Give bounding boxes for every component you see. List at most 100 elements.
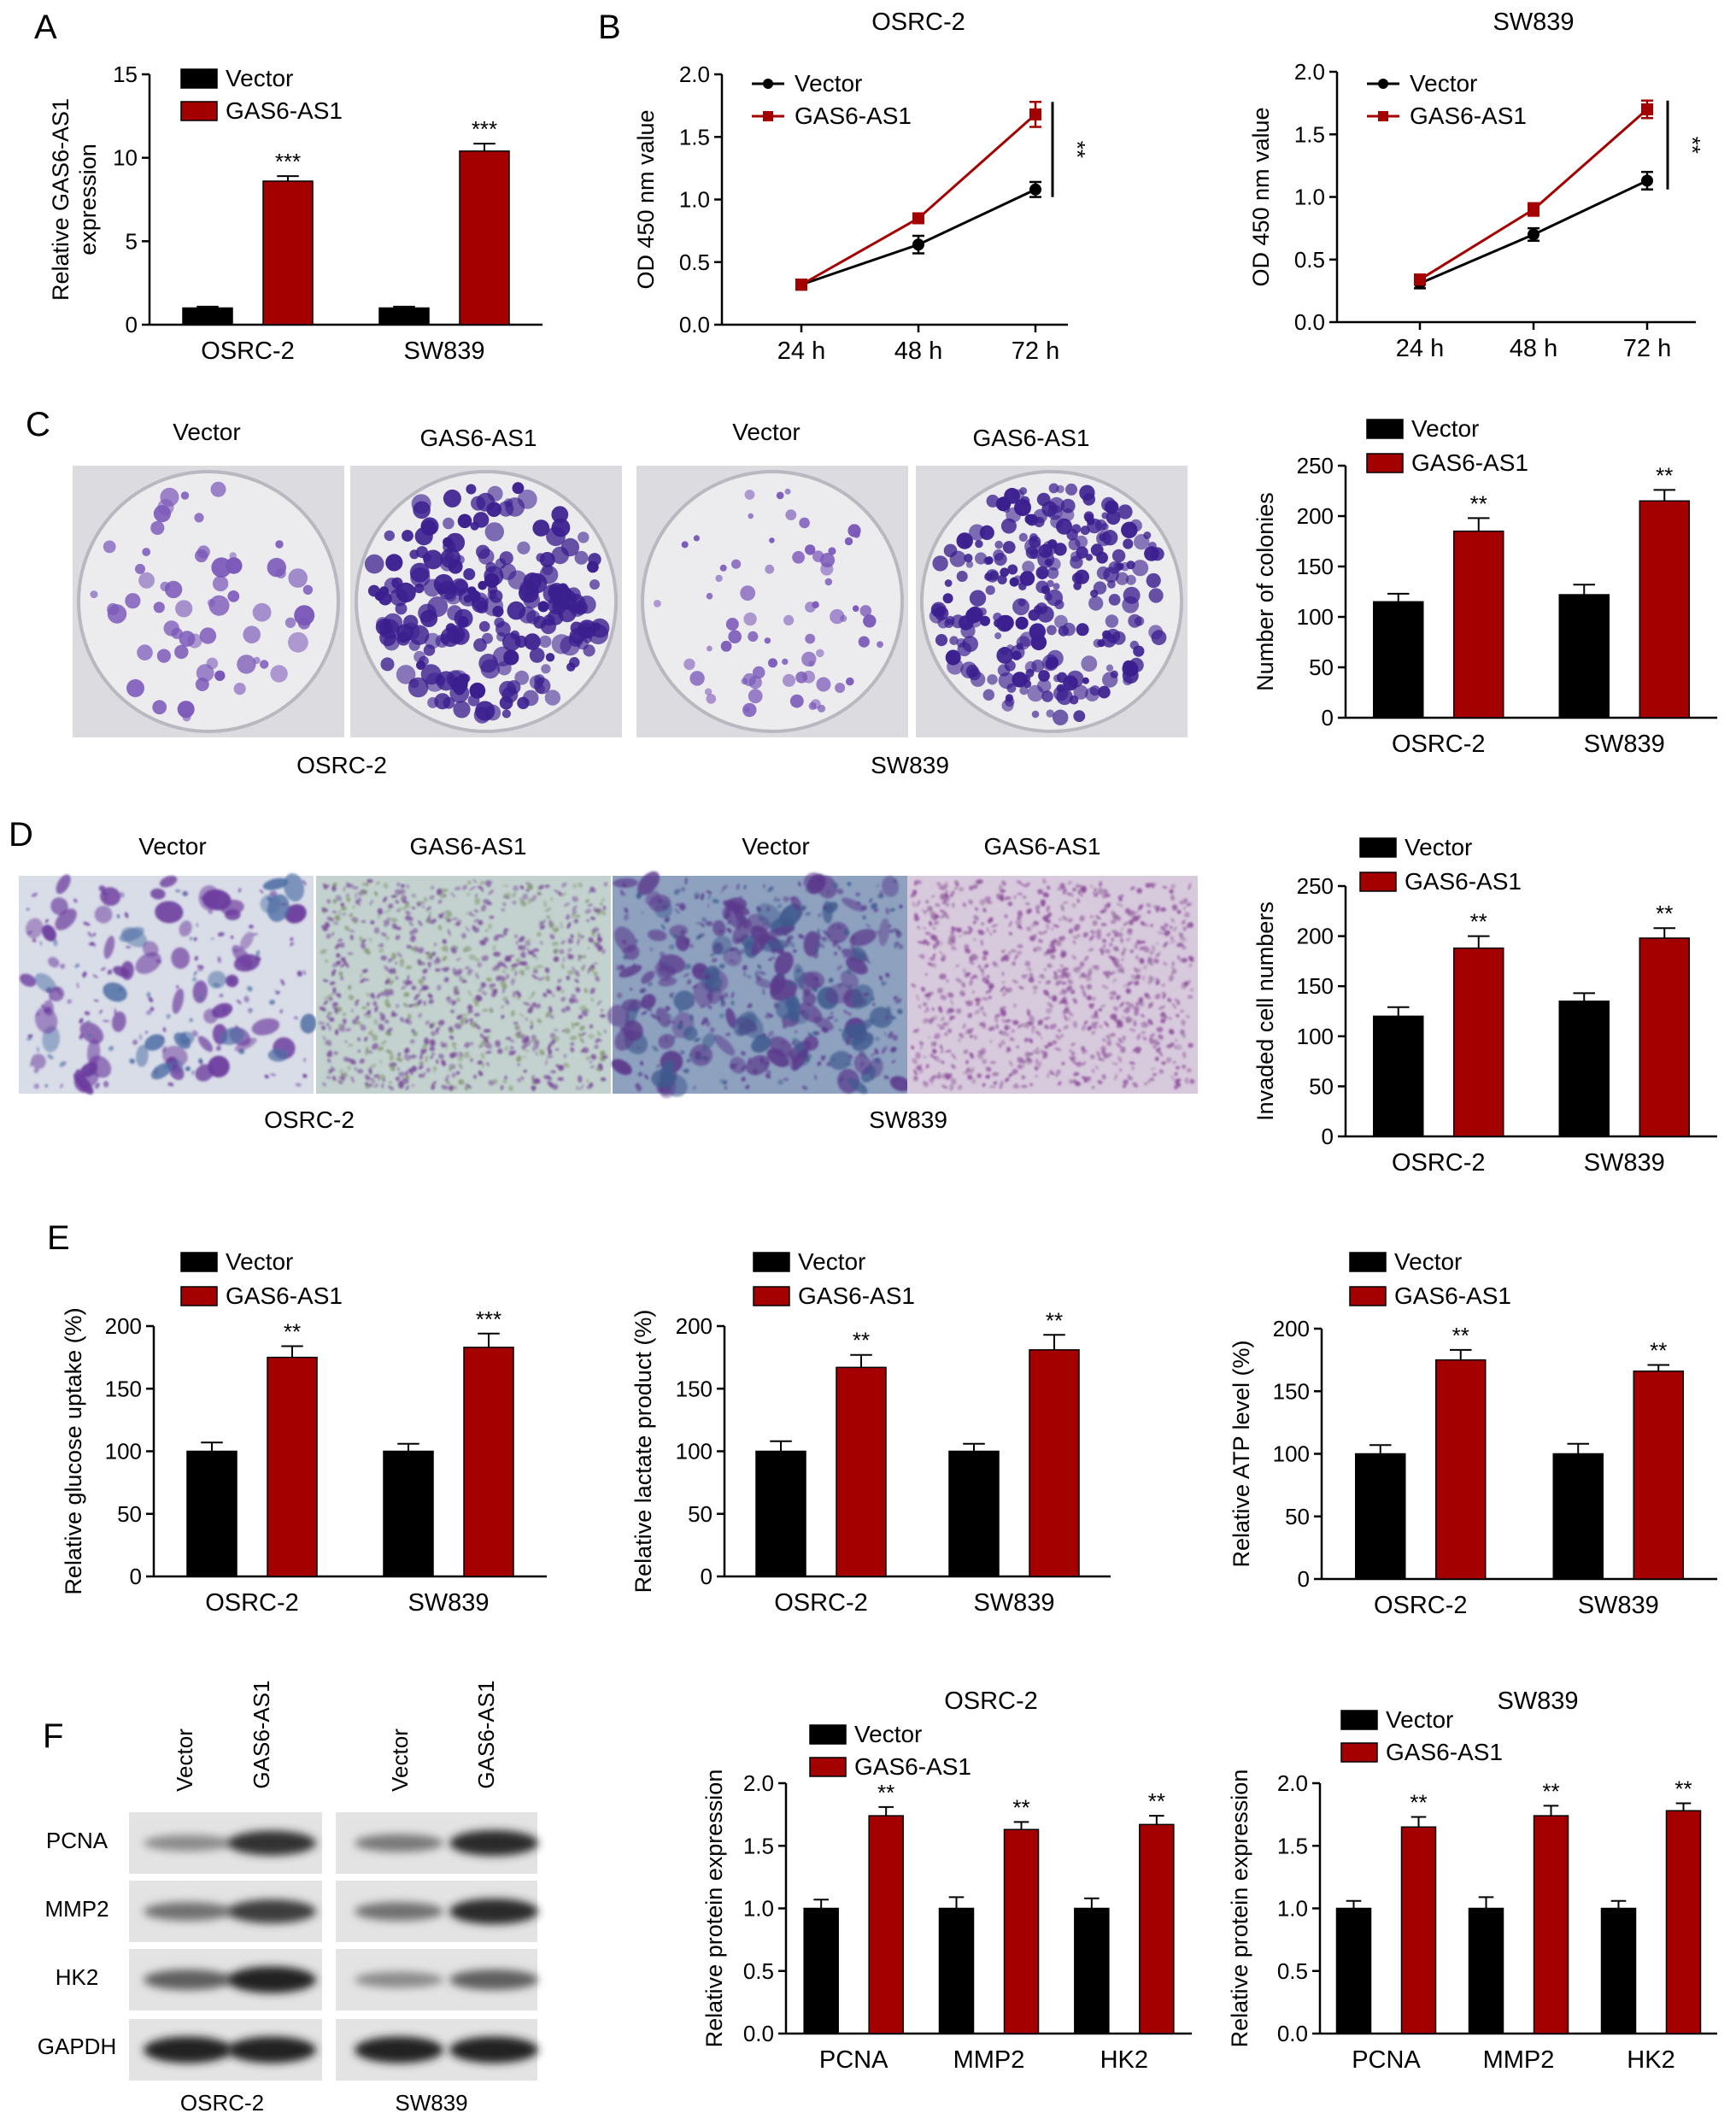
stained-cell bbox=[566, 975, 571, 981]
stained-cell bbox=[335, 1029, 339, 1036]
stained-cell bbox=[701, 917, 707, 923]
stained-cell bbox=[408, 921, 413, 927]
colony bbox=[1073, 710, 1086, 722]
stained-cell bbox=[634, 1008, 640, 1013]
bar-pcna-gas6as1 bbox=[868, 1815, 904, 2034]
legend-swatch-gas6as1 bbox=[1349, 1286, 1387, 1306]
stained-cell bbox=[549, 934, 555, 940]
stained-cell bbox=[1109, 995, 1115, 1000]
stained-cell bbox=[388, 1085, 395, 1090]
colony bbox=[478, 620, 490, 632]
stained-cell bbox=[917, 925, 920, 930]
stained-cell bbox=[377, 1046, 384, 1051]
stained-cell bbox=[882, 981, 888, 985]
stained-cell bbox=[596, 933, 601, 936]
stained-cell bbox=[340, 976, 344, 981]
stained-cell bbox=[1047, 1073, 1050, 1078]
stained-cell bbox=[431, 1052, 435, 1056]
blot-band-mmp2 bbox=[355, 1902, 443, 1921]
stained-cell bbox=[861, 905, 867, 911]
stained-cell bbox=[1150, 1066, 1156, 1071]
stained-cell bbox=[455, 957, 461, 961]
colony bbox=[569, 657, 580, 668]
stained-cell bbox=[531, 1001, 537, 1007]
legend-marker-vector bbox=[1378, 79, 1388, 89]
stained-cell bbox=[539, 1049, 545, 1056]
bar-sw839-vector bbox=[948, 1450, 1000, 1577]
significance-label: *** bbox=[476, 1306, 501, 1332]
stained-cell bbox=[1147, 1077, 1152, 1084]
colony bbox=[844, 537, 853, 546]
blot-row-label-pcna: PCNA bbox=[46, 1828, 108, 1853]
colony bbox=[1053, 709, 1069, 725]
stained-cell bbox=[621, 999, 643, 1012]
stained-cell bbox=[801, 905, 806, 910]
legend-label-vector: Vector bbox=[854, 1721, 922, 1747]
stained-cell bbox=[842, 897, 865, 912]
colony bbox=[160, 581, 170, 592]
stained-cell bbox=[510, 967, 516, 971]
stained-cell bbox=[581, 1032, 586, 1036]
y-axis-label: Relative protein expression bbox=[1227, 1770, 1252, 2048]
stained-cell bbox=[388, 989, 394, 996]
legend-swatch-gas6as1 bbox=[180, 1286, 218, 1306]
stained-cell bbox=[705, 1020, 711, 1027]
colony bbox=[557, 583, 569, 594]
colony bbox=[499, 563, 517, 580]
stained-cell bbox=[465, 912, 469, 915]
colony bbox=[1044, 592, 1053, 602]
stained-cell bbox=[79, 1022, 104, 1044]
legend-swatch-gas6as1 bbox=[1359, 872, 1397, 892]
stained-cell bbox=[267, 1048, 289, 1062]
stained-cell bbox=[709, 1027, 715, 1033]
stained-cell bbox=[343, 886, 346, 892]
stained-cell bbox=[485, 1042, 492, 1050]
stained-cell bbox=[236, 999, 242, 1005]
stained-cell bbox=[475, 972, 479, 980]
d-image-label-3: Vector bbox=[742, 833, 809, 860]
stained-cell bbox=[669, 1019, 676, 1024]
blot-row-label-gapdh: GAPDH bbox=[38, 2034, 116, 2059]
colony bbox=[482, 632, 493, 644]
stained-cell bbox=[55, 908, 77, 930]
stained-cell bbox=[563, 1054, 567, 1059]
stained-cell bbox=[544, 884, 550, 889]
colony bbox=[1105, 614, 1119, 628]
stained-cell bbox=[652, 1045, 659, 1052]
stained-cell bbox=[155, 901, 184, 924]
stained-cell bbox=[1077, 889, 1082, 893]
stained-cell bbox=[100, 887, 121, 907]
stained-cell bbox=[399, 960, 405, 967]
stained-cell bbox=[538, 977, 545, 981]
c-image-label-1: Vector bbox=[173, 419, 240, 445]
stained-cell bbox=[502, 902, 507, 907]
stained-cell bbox=[347, 952, 354, 955]
stained-cell bbox=[412, 1084, 414, 1087]
stained-cell bbox=[691, 1001, 695, 1007]
stained-cell bbox=[531, 974, 538, 980]
stained-cell bbox=[189, 936, 193, 941]
stained-cell bbox=[866, 960, 871, 964]
stained-cell bbox=[416, 901, 423, 905]
stained-cell bbox=[1113, 1007, 1118, 1012]
colony bbox=[475, 701, 496, 721]
stained-cell bbox=[502, 930, 507, 936]
stained-cell bbox=[1062, 967, 1069, 971]
stained-cell bbox=[649, 948, 654, 951]
colony bbox=[994, 552, 1007, 566]
stained-cell bbox=[526, 948, 530, 951]
stained-cell bbox=[474, 958, 480, 962]
stained-cell bbox=[406, 944, 412, 949]
bar-pcna-gas6as1 bbox=[1400, 1826, 1437, 2034]
stained-cell bbox=[578, 955, 585, 960]
significance-label: ** bbox=[1656, 462, 1673, 488]
stained-cell bbox=[377, 907, 384, 915]
colony bbox=[960, 623, 976, 639]
stained-cell bbox=[437, 888, 443, 895]
stained-cell bbox=[437, 899, 443, 904]
panel-letter-a: A bbox=[34, 9, 57, 46]
series-line-gas6as1 bbox=[801, 113, 1036, 286]
blot-band-pcna bbox=[449, 1830, 538, 1856]
stained-cell bbox=[390, 1010, 395, 1018]
stained-cell bbox=[594, 942, 601, 948]
